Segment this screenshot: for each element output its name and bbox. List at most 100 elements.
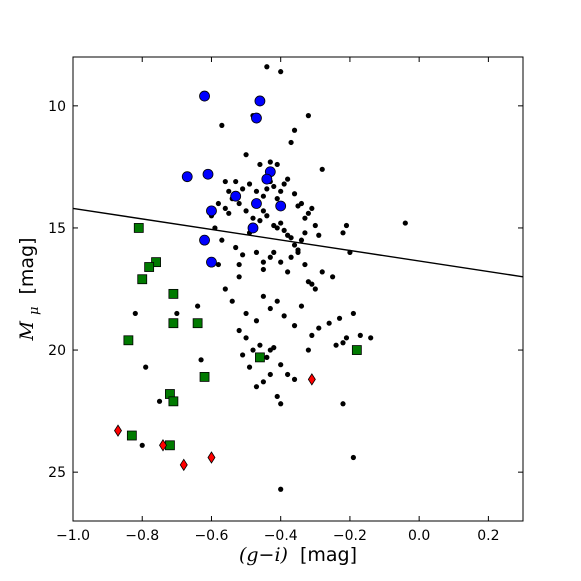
data-point-circle-small-93 [336, 315, 343, 321]
data-point-circle-small-105 [264, 354, 270, 360]
data-point-circle-small-68 [302, 261, 308, 268]
separation-line-group [73, 207, 523, 278]
data-point-circle-small-43 [264, 213, 270, 219]
data-point-circle-small-122 [156, 398, 163, 404]
y-tick-label: 10 [48, 99, 66, 115]
data-point-circle-small-102 [243, 335, 249, 341]
data-point-circle-small-0 [264, 64, 270, 70]
data-point-circle-small-53 [302, 230, 308, 236]
data-point-circle-small-12 [222, 178, 228, 185]
data-point-circle-small-80 [229, 298, 235, 304]
data-point-circle-small-94 [343, 335, 350, 341]
data-point-circle-small-108 [285, 371, 291, 378]
data-point-diamond-2 [179, 458, 188, 472]
axis-ticks [72, 57, 523, 521]
x-axis-unit: [mag] [300, 544, 357, 566]
data-point-circle-small-57 [233, 244, 239, 251]
data-point-circle-small-75 [343, 222, 350, 229]
data-point-circle-small-120 [132, 310, 138, 317]
data-point-circle-small-62 [267, 254, 273, 260]
data-point-circle-small-64 [278, 259, 284, 265]
data-point-circle-small-2 [219, 122, 225, 128]
data-point-circle-small-77 [309, 281, 315, 287]
data-point-circle-small-110 [240, 352, 246, 358]
x-tick-label: −0.2 [333, 528, 367, 544]
data-point-circle-small-29 [298, 200, 305, 207]
data-point-circle-small-92 [326, 320, 332, 326]
data-point-circle-small-26 [285, 176, 291, 182]
data-point-circle-small-123 [340, 401, 346, 407]
data-point-circle-small-38 [236, 200, 242, 207]
data-point-circle-small-109 [291, 376, 298, 382]
data-point-circle-small-35 [215, 200, 221, 207]
data-point-circle-small-23 [274, 196, 280, 202]
data-point-circle-small-63 [271, 249, 277, 255]
data-point-circle-small-84 [260, 293, 266, 299]
data-point-circle-small-24 [278, 188, 284, 194]
y-tick-label: 25 [48, 465, 66, 481]
data-point-circle-small-16 [240, 186, 246, 192]
y-axis-title: M μ [mag] [16, 237, 43, 341]
data-point-circle-large-6 [261, 173, 273, 185]
data-point-circle-small-27 [291, 191, 298, 197]
data-point-circle-large-12 [199, 234, 210, 246]
data-point-circle-small-88 [291, 323, 298, 329]
data-point-square-4 [168, 288, 179, 299]
y-tick-label: 15 [48, 221, 66, 237]
data-point-square-0 [133, 223, 144, 233]
x-tick-label: 0.2 [477, 528, 499, 544]
data-point-circle-small-117 [198, 357, 204, 363]
data-point-circle-small-97 [368, 335, 374, 341]
data-point-circle-small-46 [278, 220, 284, 226]
data-point-circle-small-34 [316, 232, 322, 238]
data-point-square-3 [137, 274, 148, 285]
y-axis-unit: [mag] [16, 237, 38, 294]
data-point-circle-small-10 [274, 161, 280, 168]
data-point-diamond-4 [307, 373, 316, 386]
x-tick-label: −0.6 [194, 528, 228, 544]
data-point-circle-small-4 [291, 127, 298, 133]
data-point-circle-small-41 [257, 218, 263, 224]
data-point-circle-small-98 [333, 342, 339, 348]
data-point-circle-small-107 [278, 362, 284, 368]
data-point-circle-small-104 [257, 342, 263, 348]
data-point-circle-small-121 [143, 364, 149, 370]
data-point-circle-small-66 [288, 254, 294, 260]
data-point-square-8 [255, 352, 265, 363]
data-point-circle-small-118 [195, 303, 201, 309]
data-point-circle-small-85 [267, 305, 273, 312]
data-point-circle-large-3 [181, 171, 193, 183]
data-point-square-5 [168, 318, 179, 329]
data-point-square-6 [192, 318, 203, 329]
data-point-circle-large-11 [247, 222, 259, 234]
data-point-circle-small-1 [278, 69, 284, 75]
data-point-circle-small-18 [253, 188, 260, 194]
data-point-diamond-0 [114, 424, 122, 437]
data-point-circle-large-7 [230, 190, 242, 202]
x-tick-label: −0.4 [264, 528, 298, 544]
data-point-circle-small-19 [260, 193, 266, 199]
data-point-circle-small-128 [267, 347, 273, 353]
data-point-circle-small-111 [246, 364, 253, 370]
data-point-circle-small-31 [305, 210, 311, 216]
data-point-circle-large-4 [202, 168, 214, 180]
x-tick-label: 0.0 [408, 528, 430, 544]
data-point-circle-small-58 [240, 252, 246, 258]
data-point-circle-small-52 [298, 237, 305, 243]
data-point-circle-small-115 [274, 393, 280, 400]
data-point-circle-small-17 [246, 181, 253, 187]
data-point-square-9 [351, 345, 362, 355]
data-point-circle-small-50 [291, 242, 298, 248]
plot-frame [72, 56, 524, 522]
data-point-circle-small-5 [305, 113, 311, 119]
y-axis-symbol: M [16, 321, 38, 342]
data-point-circle-small-116 [278, 401, 284, 407]
data-point-circle-small-82 [243, 310, 249, 317]
data-point-circle-small-87 [281, 313, 287, 319]
data-point-square-2 [144, 262, 155, 272]
data-point-circle-small-60 [253, 249, 260, 255]
data-point-circle-small-113 [260, 379, 266, 385]
data-point-square-13 [126, 430, 137, 441]
data-point-circle-small-103 [250, 347, 256, 353]
data-point-circle-small-90 [309, 332, 315, 338]
